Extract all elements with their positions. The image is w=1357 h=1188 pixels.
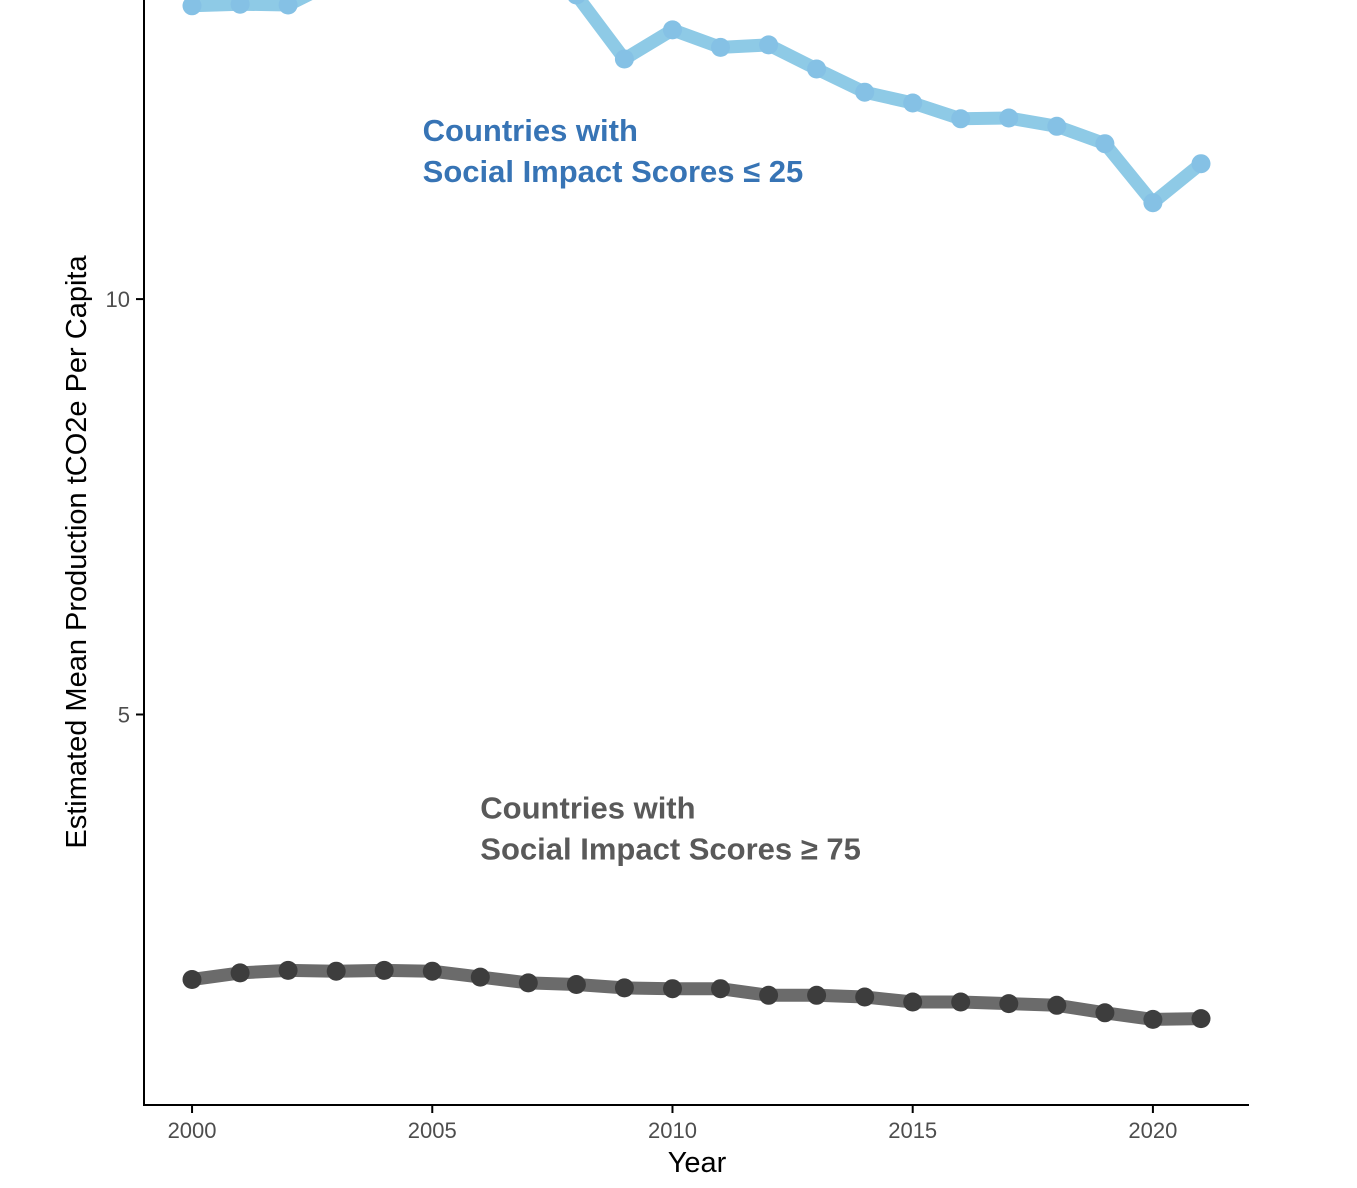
data-point (855, 987, 875, 1007)
data-point (663, 20, 682, 40)
data-point (470, 967, 490, 987)
data-point (614, 49, 634, 69)
data-point (711, 37, 730, 57)
annotation-2-line-1: Countries with (480, 790, 695, 825)
data-point (278, 960, 298, 980)
data-point (182, 970, 202, 989)
data-point (1047, 116, 1067, 136)
data-point (182, 0, 202, 16)
series-lines (185, 0, 1208, 1026)
annotation-2-line-2: Social Impact Scores ≥ 75 (480, 831, 861, 866)
y-tick-label: 5 (118, 703, 130, 728)
data-point (326, 961, 346, 981)
x-tick-label: 2015 (888, 1118, 937, 1143)
data-point (663, 979, 682, 999)
x-tick-label: 2000 (168, 1118, 217, 1143)
data-point (374, 960, 394, 980)
x-tick-label: 2005 (408, 1118, 457, 1143)
x-tick-label: 2020 (1128, 1118, 1177, 1143)
annotation-1-line-2: Social Impact Scores ≤ 25 (423, 154, 804, 189)
data-point (1143, 1009, 1163, 1029)
data-point (1191, 154, 1211, 174)
data-point (951, 992, 971, 1012)
data-point (999, 108, 1019, 128)
data-point (422, 961, 442, 981)
x-tick-label: 2010 (648, 1118, 697, 1143)
series-line-1 (185, 0, 1208, 210)
data-point (278, 0, 298, 15)
data-point (951, 109, 971, 129)
data-point (1191, 1009, 1211, 1029)
data-point (807, 59, 827, 79)
series-points (182, 0, 1211, 1029)
data-point (566, 975, 586, 994)
x-axis-ticks: 2000 2005 2010 2015 2020 (168, 1105, 1177, 1143)
data-point (807, 985, 827, 1005)
series-line-2 (185, 963, 1208, 1026)
y-tick-label: 10 (106, 287, 130, 312)
data-point (711, 979, 730, 999)
data-point (903, 93, 923, 113)
data-point (759, 35, 779, 55)
data-point (903, 992, 923, 1012)
data-point (1047, 995, 1067, 1015)
y-axis-ticks: 5 10 (106, 287, 144, 728)
data-point (614, 978, 634, 998)
annotation-1-line-1: Countries with (423, 113, 638, 148)
data-point (1143, 193, 1163, 213)
data-point (999, 994, 1019, 1014)
data-point (568, 0, 585, 5)
data-point (759, 985, 779, 1005)
data-point (1095, 1003, 1115, 1023)
y-axis-title: Estimated Mean Production tCO2e Per Capi… (61, 255, 93, 849)
data-point (518, 973, 538, 993)
data-point (230, 0, 250, 14)
data-point (1095, 134, 1115, 154)
annotations: Countries with Social Impact Scores ≤ 25 C… (423, 113, 861, 866)
data-point (230, 963, 250, 983)
data-point (855, 82, 875, 102)
x-axis-title: Year (668, 1147, 727, 1179)
